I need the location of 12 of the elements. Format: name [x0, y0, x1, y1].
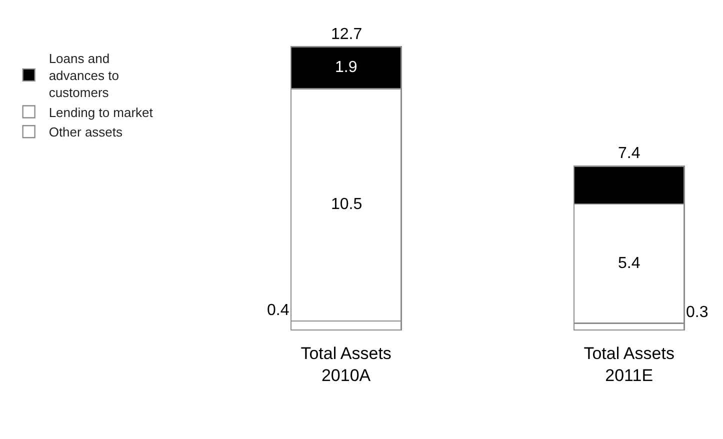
legend-label: Lending to market [48, 104, 154, 120]
total-label: 12.7 [331, 26, 362, 43]
data-label: 0.3 [686, 304, 708, 321]
legend-label: Other assets [48, 124, 124, 140]
legend-label: Loans and advances to customers [48, 51, 119, 100]
x-tick-label: Total Assets 2011E [584, 344, 674, 386]
data-label: 10.5 [331, 196, 362, 213]
total-label: 7.4 [618, 145, 640, 162]
data-label: 5.4 [618, 255, 640, 272]
data-label: 0.4 [267, 302, 290, 319]
data-label: 1.9 [335, 59, 358, 76]
x-tick-label: Total Assets 2010A [300, 344, 392, 386]
